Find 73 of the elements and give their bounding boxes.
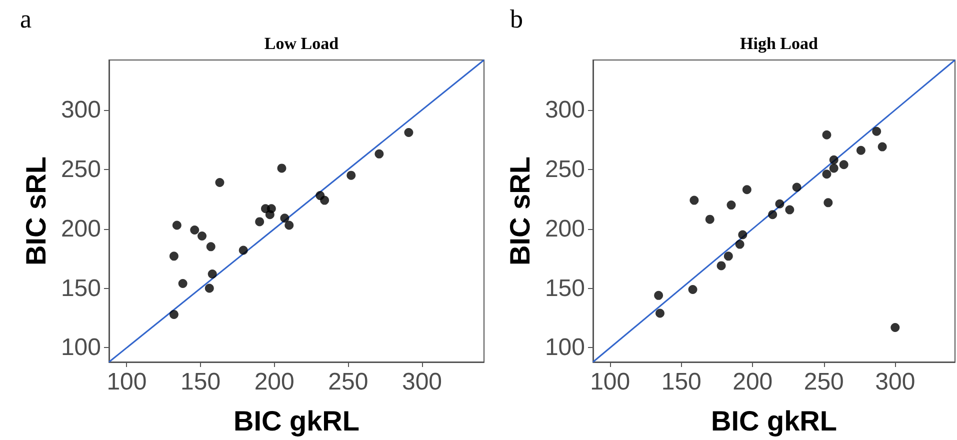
x-tick-label: 300 xyxy=(875,368,916,396)
y-tick-label: 150 xyxy=(544,274,585,302)
point xyxy=(169,310,178,319)
x-tick-label: 250 xyxy=(804,368,844,396)
point xyxy=(655,308,664,318)
x-tick-label: 100 xyxy=(590,368,630,396)
point xyxy=(169,252,178,261)
x-tick-label: 200 xyxy=(732,368,773,396)
point xyxy=(215,178,224,187)
chart-title: Low Load xyxy=(264,34,340,53)
point xyxy=(404,128,414,138)
y-tick-label: 100 xyxy=(544,334,585,362)
point xyxy=(726,200,736,210)
y-tick-label: 300 xyxy=(544,96,585,124)
point xyxy=(178,279,188,288)
point xyxy=(172,220,182,230)
y-tick-label: 200 xyxy=(60,215,101,242)
point xyxy=(822,170,832,179)
point xyxy=(829,164,838,173)
y-axis-title: BIC sRL xyxy=(504,156,536,266)
point xyxy=(792,182,802,192)
y-tick-label: 250 xyxy=(60,156,101,183)
point xyxy=(190,226,200,235)
point xyxy=(654,290,664,300)
y-tick-label: 300 xyxy=(60,96,101,124)
point xyxy=(198,231,207,240)
point xyxy=(724,252,733,261)
point xyxy=(824,198,833,208)
x-tick-label: 200 xyxy=(254,368,294,396)
point xyxy=(856,146,866,155)
x-axis-title: BIC gkRL xyxy=(234,406,360,436)
y-axis-title: BIC sRL xyxy=(20,156,52,266)
chart-title: High Load xyxy=(740,34,819,53)
point xyxy=(284,220,294,230)
point xyxy=(775,199,784,208)
x-tick-label: 300 xyxy=(402,368,442,396)
text: b xyxy=(510,4,523,34)
point xyxy=(705,214,714,224)
x-tick-label: 100 xyxy=(106,368,147,396)
point xyxy=(320,196,330,205)
point xyxy=(785,205,794,214)
x-axis-title: BIC gkRL xyxy=(711,406,837,436)
point xyxy=(839,160,848,170)
y-tick-label: 150 xyxy=(60,274,101,302)
point xyxy=(265,210,274,220)
point xyxy=(346,170,356,180)
point xyxy=(822,130,832,140)
point xyxy=(742,185,752,194)
point xyxy=(206,242,216,252)
x-tick-label: 150 xyxy=(180,368,221,396)
point xyxy=(690,196,699,205)
point xyxy=(277,164,286,173)
point xyxy=(716,261,726,270)
point xyxy=(872,126,882,136)
point xyxy=(374,149,384,158)
point xyxy=(735,240,744,249)
point xyxy=(738,230,748,240)
point xyxy=(208,270,217,279)
point xyxy=(890,323,900,332)
text: a xyxy=(20,4,32,34)
y-tick-label: 100 xyxy=(60,334,101,362)
point xyxy=(280,214,290,223)
point xyxy=(204,284,214,293)
y-tick-label: 200 xyxy=(544,215,585,242)
point xyxy=(238,246,248,255)
y-tick-label: 250 xyxy=(544,156,585,183)
point xyxy=(878,142,887,152)
point xyxy=(688,284,698,294)
x-tick-label: 150 xyxy=(661,368,702,396)
point xyxy=(255,217,264,226)
point xyxy=(768,210,778,220)
point xyxy=(829,155,838,164)
x-tick-label: 250 xyxy=(328,368,368,396)
